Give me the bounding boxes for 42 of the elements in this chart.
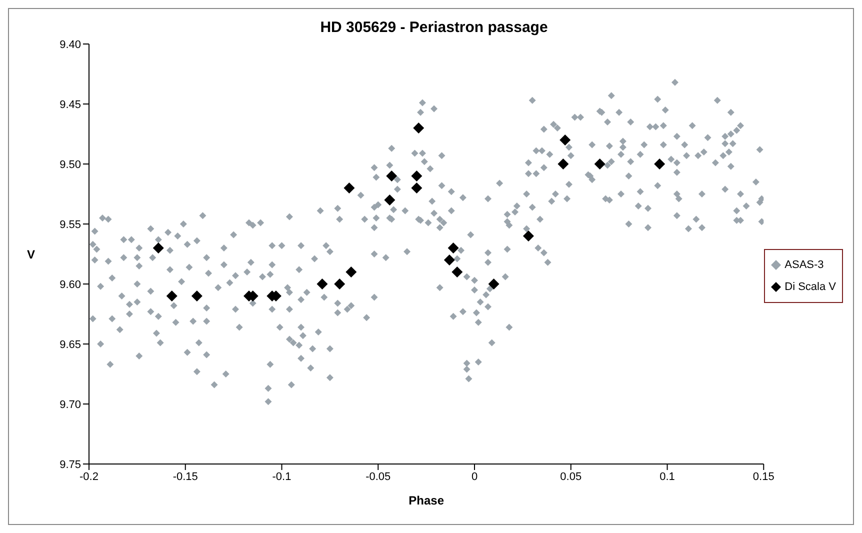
y-tick-label: 9.70 [60, 398, 81, 411]
point [411, 182, 422, 194]
x-tick-label: 0.05 [560, 470, 582, 483]
x-tick-label: -0.05 [366, 470, 391, 483]
point [413, 122, 424, 134]
x-tick-label: 0.1 [660, 470, 675, 483]
chart-title: HD 305629 - Periastron passage [319, 18, 549, 36]
point [386, 170, 398, 182]
point [448, 242, 459, 254]
point [344, 182, 355, 194]
point [152, 242, 164, 254]
y-tick-label: 9.75 [60, 458, 81, 471]
point [166, 290, 178, 302]
point [452, 266, 463, 278]
x-tick-label: 0 [471, 470, 478, 483]
point [594, 158, 606, 170]
point [654, 158, 666, 170]
point [558, 158, 569, 170]
legend-label: ASAS-3 [784, 258, 824, 273]
point [560, 134, 571, 146]
y-tick-label: 9.50 [60, 158, 81, 171]
point [411, 170, 422, 182]
y-tick-label: 9.55 [60, 218, 81, 231]
x-axis-title: Phase [408, 494, 444, 508]
x-tick-label: -0.15 [172, 470, 198, 483]
point [522, 230, 534, 242]
x-tick-label: -0.2 [80, 470, 98, 483]
point [346, 266, 357, 278]
legend-label: Di Scala V [784, 280, 836, 295]
point [384, 194, 396, 206]
x-tick-label: 0.15 [752, 470, 774, 483]
y-tick-label: 9.60 [60, 278, 81, 291]
y-tick-label: 9.40 [60, 38, 81, 51]
point [444, 254, 455, 266]
point [488, 278, 500, 290]
y-tick-label: 9.65 [60, 338, 81, 351]
point [334, 278, 346, 290]
point [316, 278, 328, 290]
x-tick-label: -0.1 [272, 470, 292, 483]
y-tick-label: 9.45 [60, 98, 81, 111]
y-axis-title: V [27, 247, 36, 262]
point [191, 290, 202, 302]
